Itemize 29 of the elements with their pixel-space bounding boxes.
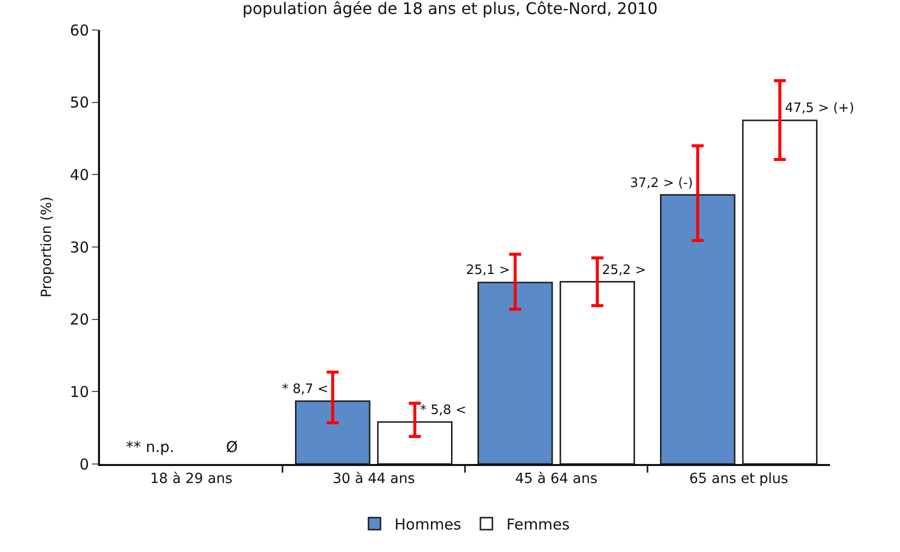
legend-label: Hommes bbox=[394, 516, 462, 534]
text: ** n.p. bbox=[126, 438, 174, 456]
y-tick-label: 10 bbox=[70, 382, 89, 401]
data-label: 47,5 > (+) bbox=[785, 101, 854, 116]
data-label: 25,2 > bbox=[602, 263, 646, 278]
data-label: 25,1 > bbox=[466, 263, 510, 278]
x-tick-label: 30 à 44 ans bbox=[332, 470, 415, 487]
bar bbox=[660, 194, 736, 464]
y-tick-label: 0 bbox=[79, 455, 89, 474]
bar bbox=[477, 282, 553, 464]
bar bbox=[377, 421, 453, 464]
bar bbox=[742, 120, 818, 464]
x-tick-label: 65 ans et plus bbox=[689, 470, 788, 487]
y-tick-label: 50 bbox=[70, 94, 89, 112]
y-tick-label: 40 bbox=[70, 166, 89, 184]
bar bbox=[294, 400, 370, 464]
x-tick-label: 18 à 29 ans bbox=[150, 470, 232, 487]
bar bbox=[560, 280, 636, 464]
chart-title: population âgée de 18 ans et plus, Côte-Nord, 2010 bbox=[242, 0, 658, 18]
y-tick-label: 60 bbox=[70, 21, 89, 40]
y-tick-label: 30 bbox=[70, 238, 89, 256]
legend-label: Femmes bbox=[506, 516, 570, 534]
y-tick-label: 20 bbox=[70, 310, 89, 329]
y-axis-title: Proportion (%) bbox=[39, 196, 56, 298]
text: Ø bbox=[226, 438, 238, 456]
x-tick-label: 45 à 64 ans bbox=[515, 470, 598, 487]
data-label: 37,2 > (-) bbox=[630, 176, 693, 191]
data-label: * 8,7 < bbox=[282, 382, 328, 397]
data-label: * 5,8 < bbox=[420, 403, 466, 418]
